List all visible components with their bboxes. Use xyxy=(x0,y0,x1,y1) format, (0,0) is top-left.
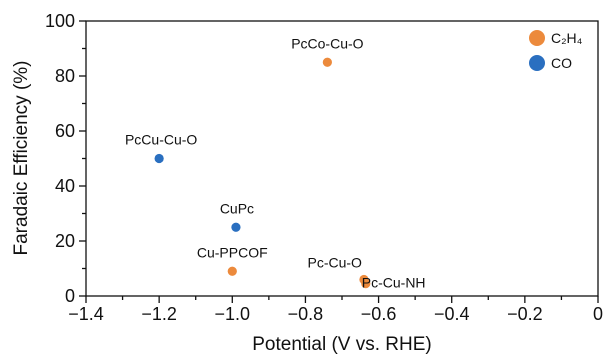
x-tick-label: −0.2 xyxy=(507,304,543,324)
point-label: PcCo-Cu-O xyxy=(291,35,363,51)
y-tick-label: 40 xyxy=(55,176,75,196)
legend-label: CO xyxy=(551,55,572,71)
axis-ticks xyxy=(79,20,599,303)
y-tick-label: 80 xyxy=(55,66,75,86)
data-point xyxy=(227,266,237,276)
x-tick-label: −0.4 xyxy=(434,304,470,324)
point-label: CuPc xyxy=(220,200,254,216)
y-tick-label: 100 xyxy=(45,11,75,31)
legend-label: C₂H₄ xyxy=(551,30,583,46)
data-point xyxy=(361,279,371,289)
x-tick-label: −1.2 xyxy=(141,304,177,324)
x-axis-title: Potential (V vs. RHE) xyxy=(252,334,432,355)
x-tick-label: −0.8 xyxy=(288,304,324,324)
data-points: PcCo-Cu-O Cu-PPCOF Pc-Cu-OPc-Cu-NH PcCu-Cu-… xyxy=(125,35,426,290)
data-point xyxy=(322,57,332,67)
point-label: Pc-Cu-NH xyxy=(362,275,426,291)
y-tick-label: 60 xyxy=(55,121,75,141)
x-tick-label: −1.4 xyxy=(68,304,104,324)
point-label: Pc-Cu-O xyxy=(307,255,362,271)
data-point xyxy=(231,222,241,232)
y-tick-label: 20 xyxy=(55,231,75,251)
x-tick-label: −0.6 xyxy=(361,304,397,324)
x-tick-label: −1.0 xyxy=(215,304,251,324)
plot-frame xyxy=(85,20,599,297)
point-label: PcCu-Cu-O xyxy=(125,132,197,148)
legend: C₂H₄ CO xyxy=(529,30,583,71)
point-label: Cu-PPCOF xyxy=(197,244,268,260)
y-axis-title: Faradaic Efficiency (%) xyxy=(11,61,32,256)
data-point xyxy=(154,153,164,164)
x-tick-label: 0 xyxy=(593,304,603,324)
legend-marker xyxy=(529,55,545,71)
y-tick-label: 0 xyxy=(65,286,75,306)
tick-labels: −1.4 −1.2 −1.0 −0.8 −0.6 −0.4 −0.2 0 0 20 40 60 80 10… xyxy=(45,11,603,324)
legend-marker xyxy=(529,30,545,46)
